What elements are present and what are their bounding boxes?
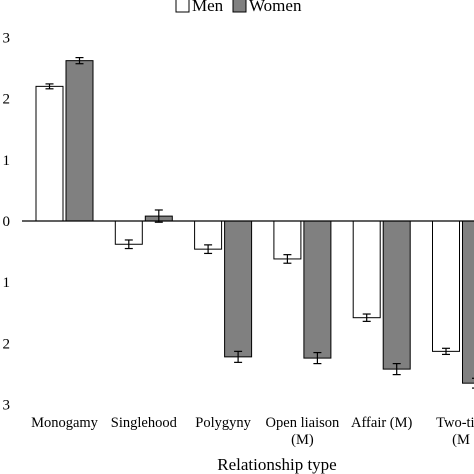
error-bar bbox=[283, 254, 292, 264]
error-bar bbox=[362, 313, 371, 322]
y-tick-label: 1 bbox=[3, 275, 11, 291]
bar-men bbox=[352, 220, 381, 319]
bar-women bbox=[224, 220, 253, 358]
bar-women bbox=[65, 60, 94, 222]
y-tick-label: 2 bbox=[3, 92, 11, 108]
x-category-label: Polygyny bbox=[195, 415, 251, 431]
bar-women bbox=[382, 220, 411, 370]
x-category-label: (M) bbox=[291, 432, 314, 448]
error-bar bbox=[45, 83, 54, 90]
x-category-label: Singlehood bbox=[111, 415, 178, 431]
error-bar bbox=[124, 239, 133, 250]
bar-women bbox=[462, 220, 474, 384]
error-bar bbox=[154, 209, 163, 223]
error-bar bbox=[204, 244, 213, 255]
x-category-label: Monogamy bbox=[31, 415, 99, 431]
bar-men bbox=[273, 220, 302, 260]
bar-men bbox=[35, 85, 64, 222]
x-category-label: Open liaison bbox=[266, 415, 340, 431]
error-bar bbox=[313, 351, 322, 365]
error-bar bbox=[234, 350, 243, 363]
legend-swatch-men bbox=[175, 0, 190, 13]
x-category-label: Two-tim bbox=[436, 415, 474, 431]
x-category-label: (M bbox=[452, 432, 470, 448]
error-bar bbox=[75, 56, 84, 65]
error-bar bbox=[472, 377, 474, 389]
y-axis-tick-labels: 3 2 1 0 1 2 3 bbox=[3, 30, 11, 413]
error-bar bbox=[392, 362, 401, 376]
bar-men bbox=[432, 220, 460, 352]
y-tick-label: 3 bbox=[3, 398, 11, 414]
x-category-label: Affair (M) bbox=[351, 415, 413, 431]
y-tick-label: 2 bbox=[3, 336, 11, 352]
legend: Men Women bbox=[175, 0, 302, 15]
legend-swatch-women bbox=[232, 0, 247, 13]
bars bbox=[35, 56, 474, 389]
bar-women bbox=[303, 220, 332, 359]
x-axis-category-labels: Monogamy Singlehood Polygyny Open liaison(M… bbox=[31, 415, 474, 448]
y-tick-label: 1 bbox=[3, 153, 11, 169]
legend-label-women: Women bbox=[249, 0, 302, 15]
y-tick-label: 3 bbox=[3, 30, 11, 46]
x-axis-title: Relationship type bbox=[217, 455, 336, 474]
y-tick-label: 0 bbox=[3, 214, 11, 230]
legend-label-men: Men bbox=[192, 0, 224, 15]
error-bar bbox=[442, 347, 450, 356]
